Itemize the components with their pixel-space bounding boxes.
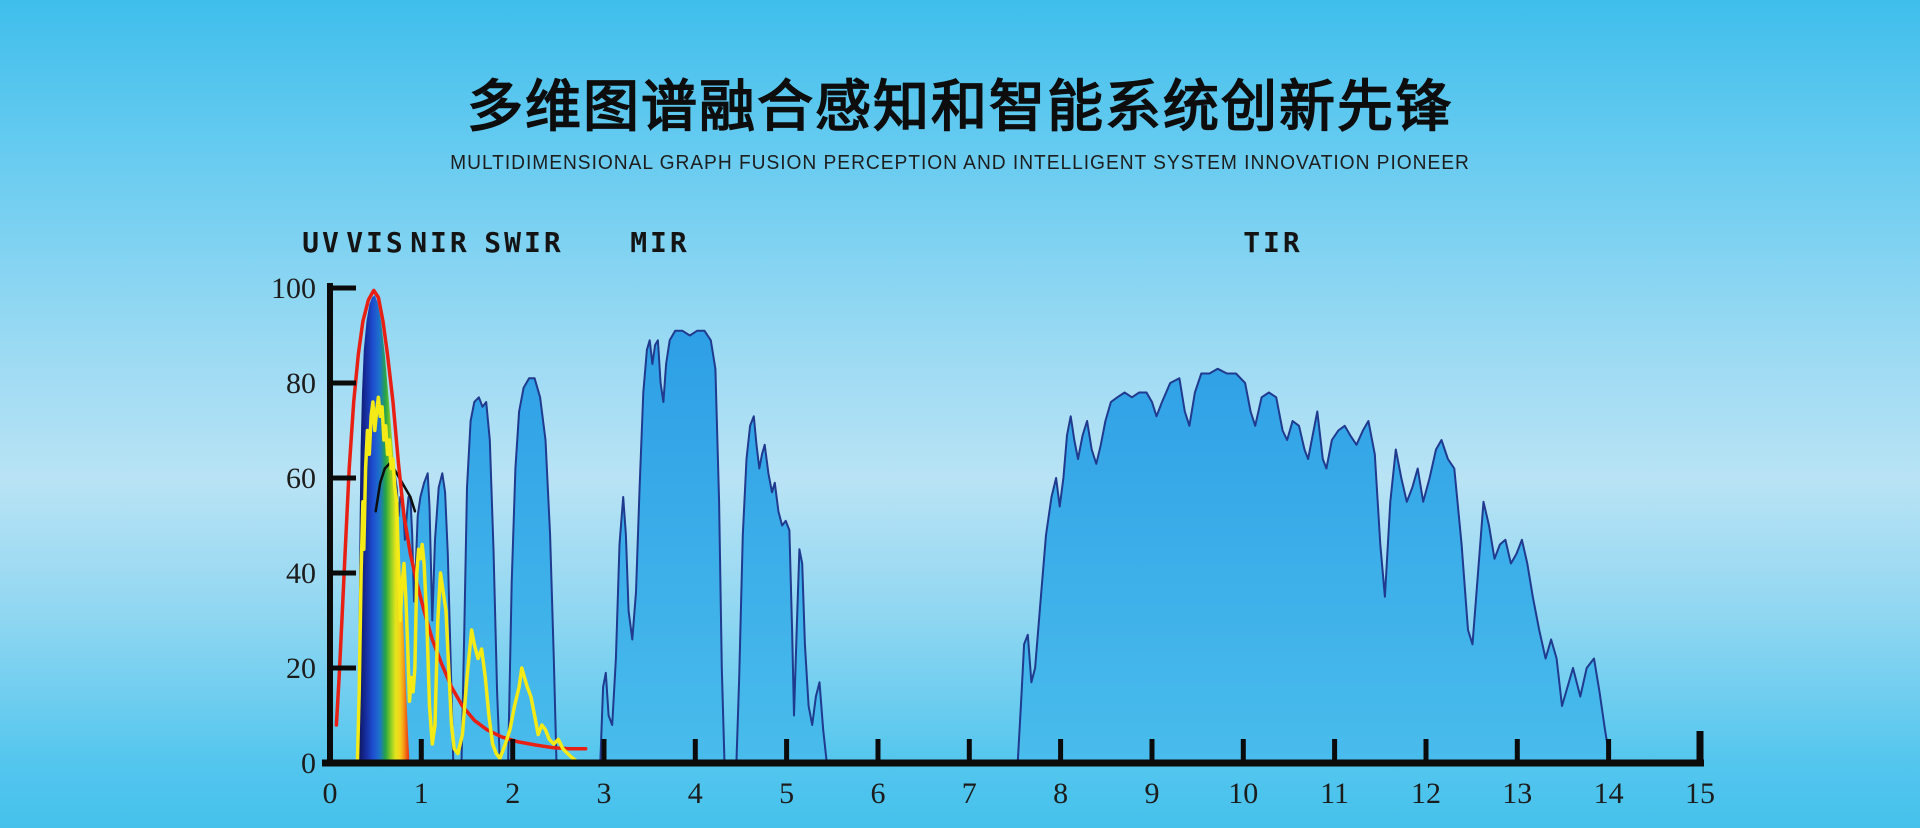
blackbody-curve-line [334, 288, 588, 751]
y-tick-label: 80 [286, 367, 316, 400]
x-tick-label: 0 [323, 777, 338, 810]
x-tick-label: 12 [1411, 777, 1441, 810]
x-tick-label: 8 [1053, 777, 1068, 810]
x-tick-label: 4 [688, 777, 703, 810]
page-subtitle: MULTIDIMENSIONAL GRAPH FUSION PERCEPTION… [450, 152, 1470, 174]
y-tick-label: 40 [286, 557, 316, 590]
x-tick-label: 15 [1685, 777, 1715, 810]
x-tick-label: 13 [1502, 777, 1532, 810]
x-tick-label: 9 [1145, 777, 1160, 810]
x-tick-label: 1 [414, 777, 429, 810]
band-label-mir: MIR [630, 226, 690, 259]
x-tick-label: 6 [871, 777, 886, 810]
band-label-uv: UV [302, 226, 342, 259]
y-tick-label: 100 [271, 272, 316, 305]
page-title: 多维图谱融合感知和智能系统创新先锋 [467, 75, 1453, 140]
x-tick-label: 10 [1228, 777, 1258, 810]
ground-solar-line [355, 395, 581, 765]
x-tick-label: 3 [597, 777, 612, 810]
band-label-vis: VIS [346, 226, 406, 259]
band-labels: UV VIS NIR SWIR MIR TIR [302, 226, 1303, 259]
atmospheric-transmission-area [356, 329, 1612, 764]
x-tick-label: 14 [1594, 777, 1624, 810]
x-tick-label: 2 [505, 777, 520, 810]
band-label-swir: SWIR [484, 226, 563, 259]
band-label-tir: TIR [1243, 226, 1303, 259]
y-tick-label: 20 [286, 652, 316, 685]
x-tick-label: 5 [779, 777, 794, 810]
y-tick-label: 0 [301, 747, 316, 780]
x-tick-label: 11 [1320, 777, 1349, 810]
y-tick-label: 60 [286, 462, 316, 495]
band-label-nir: NIR [410, 226, 470, 259]
x-tick-label: 7 [962, 777, 977, 810]
